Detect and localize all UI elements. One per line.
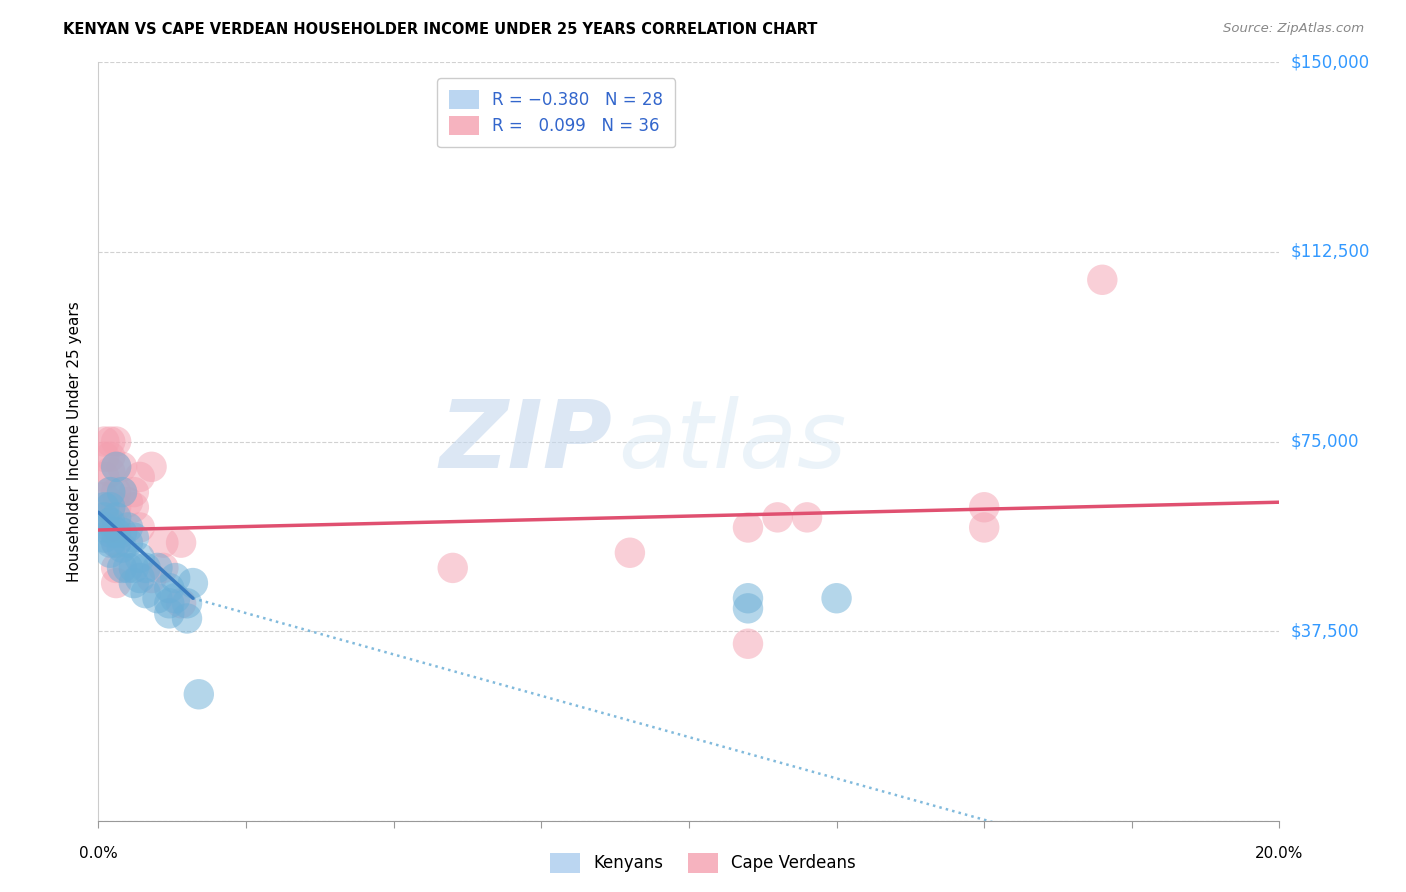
Point xyxy=(93,520,115,534)
Point xyxy=(105,520,128,534)
Point xyxy=(98,500,121,515)
Text: ZIP: ZIP xyxy=(439,395,612,488)
Point xyxy=(176,596,198,610)
Point xyxy=(122,500,145,515)
Point xyxy=(93,490,115,504)
Point xyxy=(187,687,209,701)
Point xyxy=(93,510,115,524)
Point xyxy=(973,500,995,515)
Point xyxy=(105,561,128,575)
Point xyxy=(796,510,818,524)
Point xyxy=(619,546,641,560)
Point xyxy=(105,535,128,549)
Point xyxy=(98,520,121,534)
Point xyxy=(128,520,150,534)
Point xyxy=(128,550,150,565)
Point xyxy=(170,535,193,549)
Text: $150,000: $150,000 xyxy=(1291,54,1369,71)
Point xyxy=(93,434,115,449)
Point xyxy=(181,576,204,591)
Point xyxy=(105,576,128,591)
Point xyxy=(98,500,121,515)
Point xyxy=(146,561,169,575)
Point xyxy=(98,485,121,500)
Point xyxy=(111,561,134,575)
Point xyxy=(105,434,128,449)
Legend: R = −0.380   N = 28, R =   0.099   N = 36: R = −0.380 N = 28, R = 0.099 N = 36 xyxy=(437,78,675,147)
Point xyxy=(973,520,995,534)
Point xyxy=(128,571,150,585)
Point xyxy=(737,601,759,615)
Text: 20.0%: 20.0% xyxy=(1256,846,1303,861)
Point xyxy=(170,596,193,610)
Point xyxy=(122,485,145,500)
Point xyxy=(117,520,139,534)
Point xyxy=(111,485,134,500)
Y-axis label: Householder Income Under 25 years: Householder Income Under 25 years xyxy=(67,301,83,582)
Point xyxy=(122,531,145,545)
Text: Source: ZipAtlas.com: Source: ZipAtlas.com xyxy=(1223,22,1364,36)
Text: $112,500: $112,500 xyxy=(1291,243,1369,261)
Point xyxy=(98,535,121,549)
Point xyxy=(98,450,121,464)
Point xyxy=(122,561,145,575)
Point xyxy=(152,561,174,575)
Point xyxy=(141,459,163,474)
Point xyxy=(1091,273,1114,287)
Point xyxy=(766,510,789,524)
Point xyxy=(157,596,180,610)
Point xyxy=(105,525,128,540)
Point xyxy=(111,541,134,555)
Point xyxy=(105,485,128,500)
Text: KENYAN VS CAPE VERDEAN HOUSEHOLDER INCOME UNDER 25 YEARS CORRELATION CHART: KENYAN VS CAPE VERDEAN HOUSEHOLDER INCOM… xyxy=(63,22,818,37)
Point xyxy=(93,531,115,545)
Point xyxy=(135,586,157,600)
Point xyxy=(105,459,128,474)
Point xyxy=(93,500,115,515)
Point xyxy=(93,450,115,464)
Point xyxy=(441,561,464,575)
Text: $75,000: $75,000 xyxy=(1291,433,1360,450)
Point xyxy=(737,591,759,606)
Point xyxy=(117,561,139,575)
Point xyxy=(165,571,187,585)
Point xyxy=(98,434,121,449)
Point xyxy=(737,637,759,651)
Point xyxy=(105,510,128,524)
Point xyxy=(157,581,180,595)
Point xyxy=(111,485,134,500)
Point xyxy=(117,495,139,509)
Point xyxy=(165,591,187,606)
Point xyxy=(93,510,115,524)
Point xyxy=(128,470,150,484)
Point xyxy=(105,459,128,474)
Point xyxy=(176,611,198,625)
Point xyxy=(98,525,121,540)
Point xyxy=(152,535,174,549)
Point xyxy=(93,470,115,484)
Point xyxy=(135,561,157,575)
Point xyxy=(825,591,848,606)
Point xyxy=(111,459,134,474)
Point xyxy=(98,516,121,530)
Point xyxy=(105,500,128,515)
Point xyxy=(98,465,121,479)
Text: atlas: atlas xyxy=(619,396,846,487)
Point xyxy=(111,525,134,540)
Point xyxy=(122,576,145,591)
Point xyxy=(146,591,169,606)
Point xyxy=(141,571,163,585)
Point xyxy=(737,520,759,534)
Point xyxy=(98,546,121,560)
Text: $37,500: $37,500 xyxy=(1291,622,1360,640)
Text: 0.0%: 0.0% xyxy=(79,846,118,861)
Legend: Kenyans, Cape Verdeans: Kenyans, Cape Verdeans xyxy=(543,847,863,880)
Point xyxy=(105,535,128,549)
Point xyxy=(98,485,121,500)
Point xyxy=(117,535,139,549)
Point xyxy=(157,607,180,621)
